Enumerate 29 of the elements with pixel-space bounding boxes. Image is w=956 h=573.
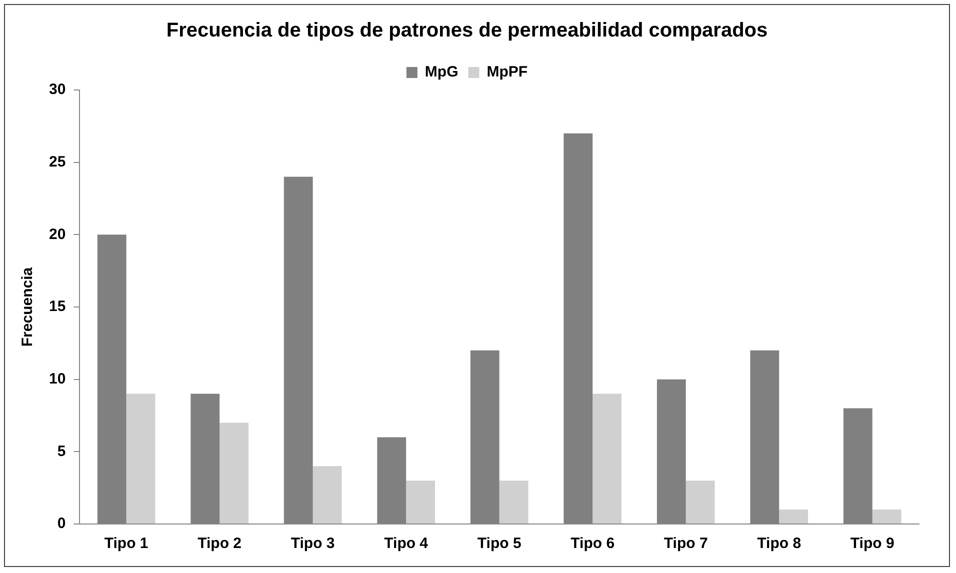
x-tick-label: Tipo 4 xyxy=(384,535,429,552)
x-tick-label: Tipo 1 xyxy=(104,535,148,552)
legend-label: MpPF xyxy=(486,64,528,81)
y-tick-label: 0 xyxy=(57,515,66,532)
legend-label: MpG xyxy=(424,64,458,81)
y-tick-label: 20 xyxy=(48,226,66,243)
bar xyxy=(872,510,902,524)
y-tick-label: 30 xyxy=(48,81,66,98)
bar xyxy=(499,480,528,524)
x-tick-label: Tipo 2 xyxy=(198,535,242,552)
x-tick-label: Tipo 9 xyxy=(850,535,894,552)
bar xyxy=(220,422,248,524)
x-tick-label: Tipo 6 xyxy=(570,535,615,552)
bar xyxy=(312,466,342,524)
x-tick-label: Tipo 8 xyxy=(757,535,802,552)
y-axis-title: Frecuencia xyxy=(19,266,36,347)
x-tick-label: Tipo 3 xyxy=(290,535,335,552)
bar xyxy=(779,510,808,524)
y-tick-label: 25 xyxy=(48,153,66,170)
y-tick-label: 5 xyxy=(57,442,66,460)
chart-title: Frecuencia de tipos de patrones de permeabilidad comparados xyxy=(166,20,768,42)
x-tick-label: Tipo 5 xyxy=(477,535,522,552)
bar xyxy=(686,480,715,524)
x-tick-label: Tipo 7 xyxy=(664,535,708,552)
bar xyxy=(126,394,156,524)
bar xyxy=(592,394,622,524)
y-tick-label: 15 xyxy=(48,298,66,316)
bar xyxy=(406,480,435,524)
y-tick-label: 10 xyxy=(48,370,66,388)
